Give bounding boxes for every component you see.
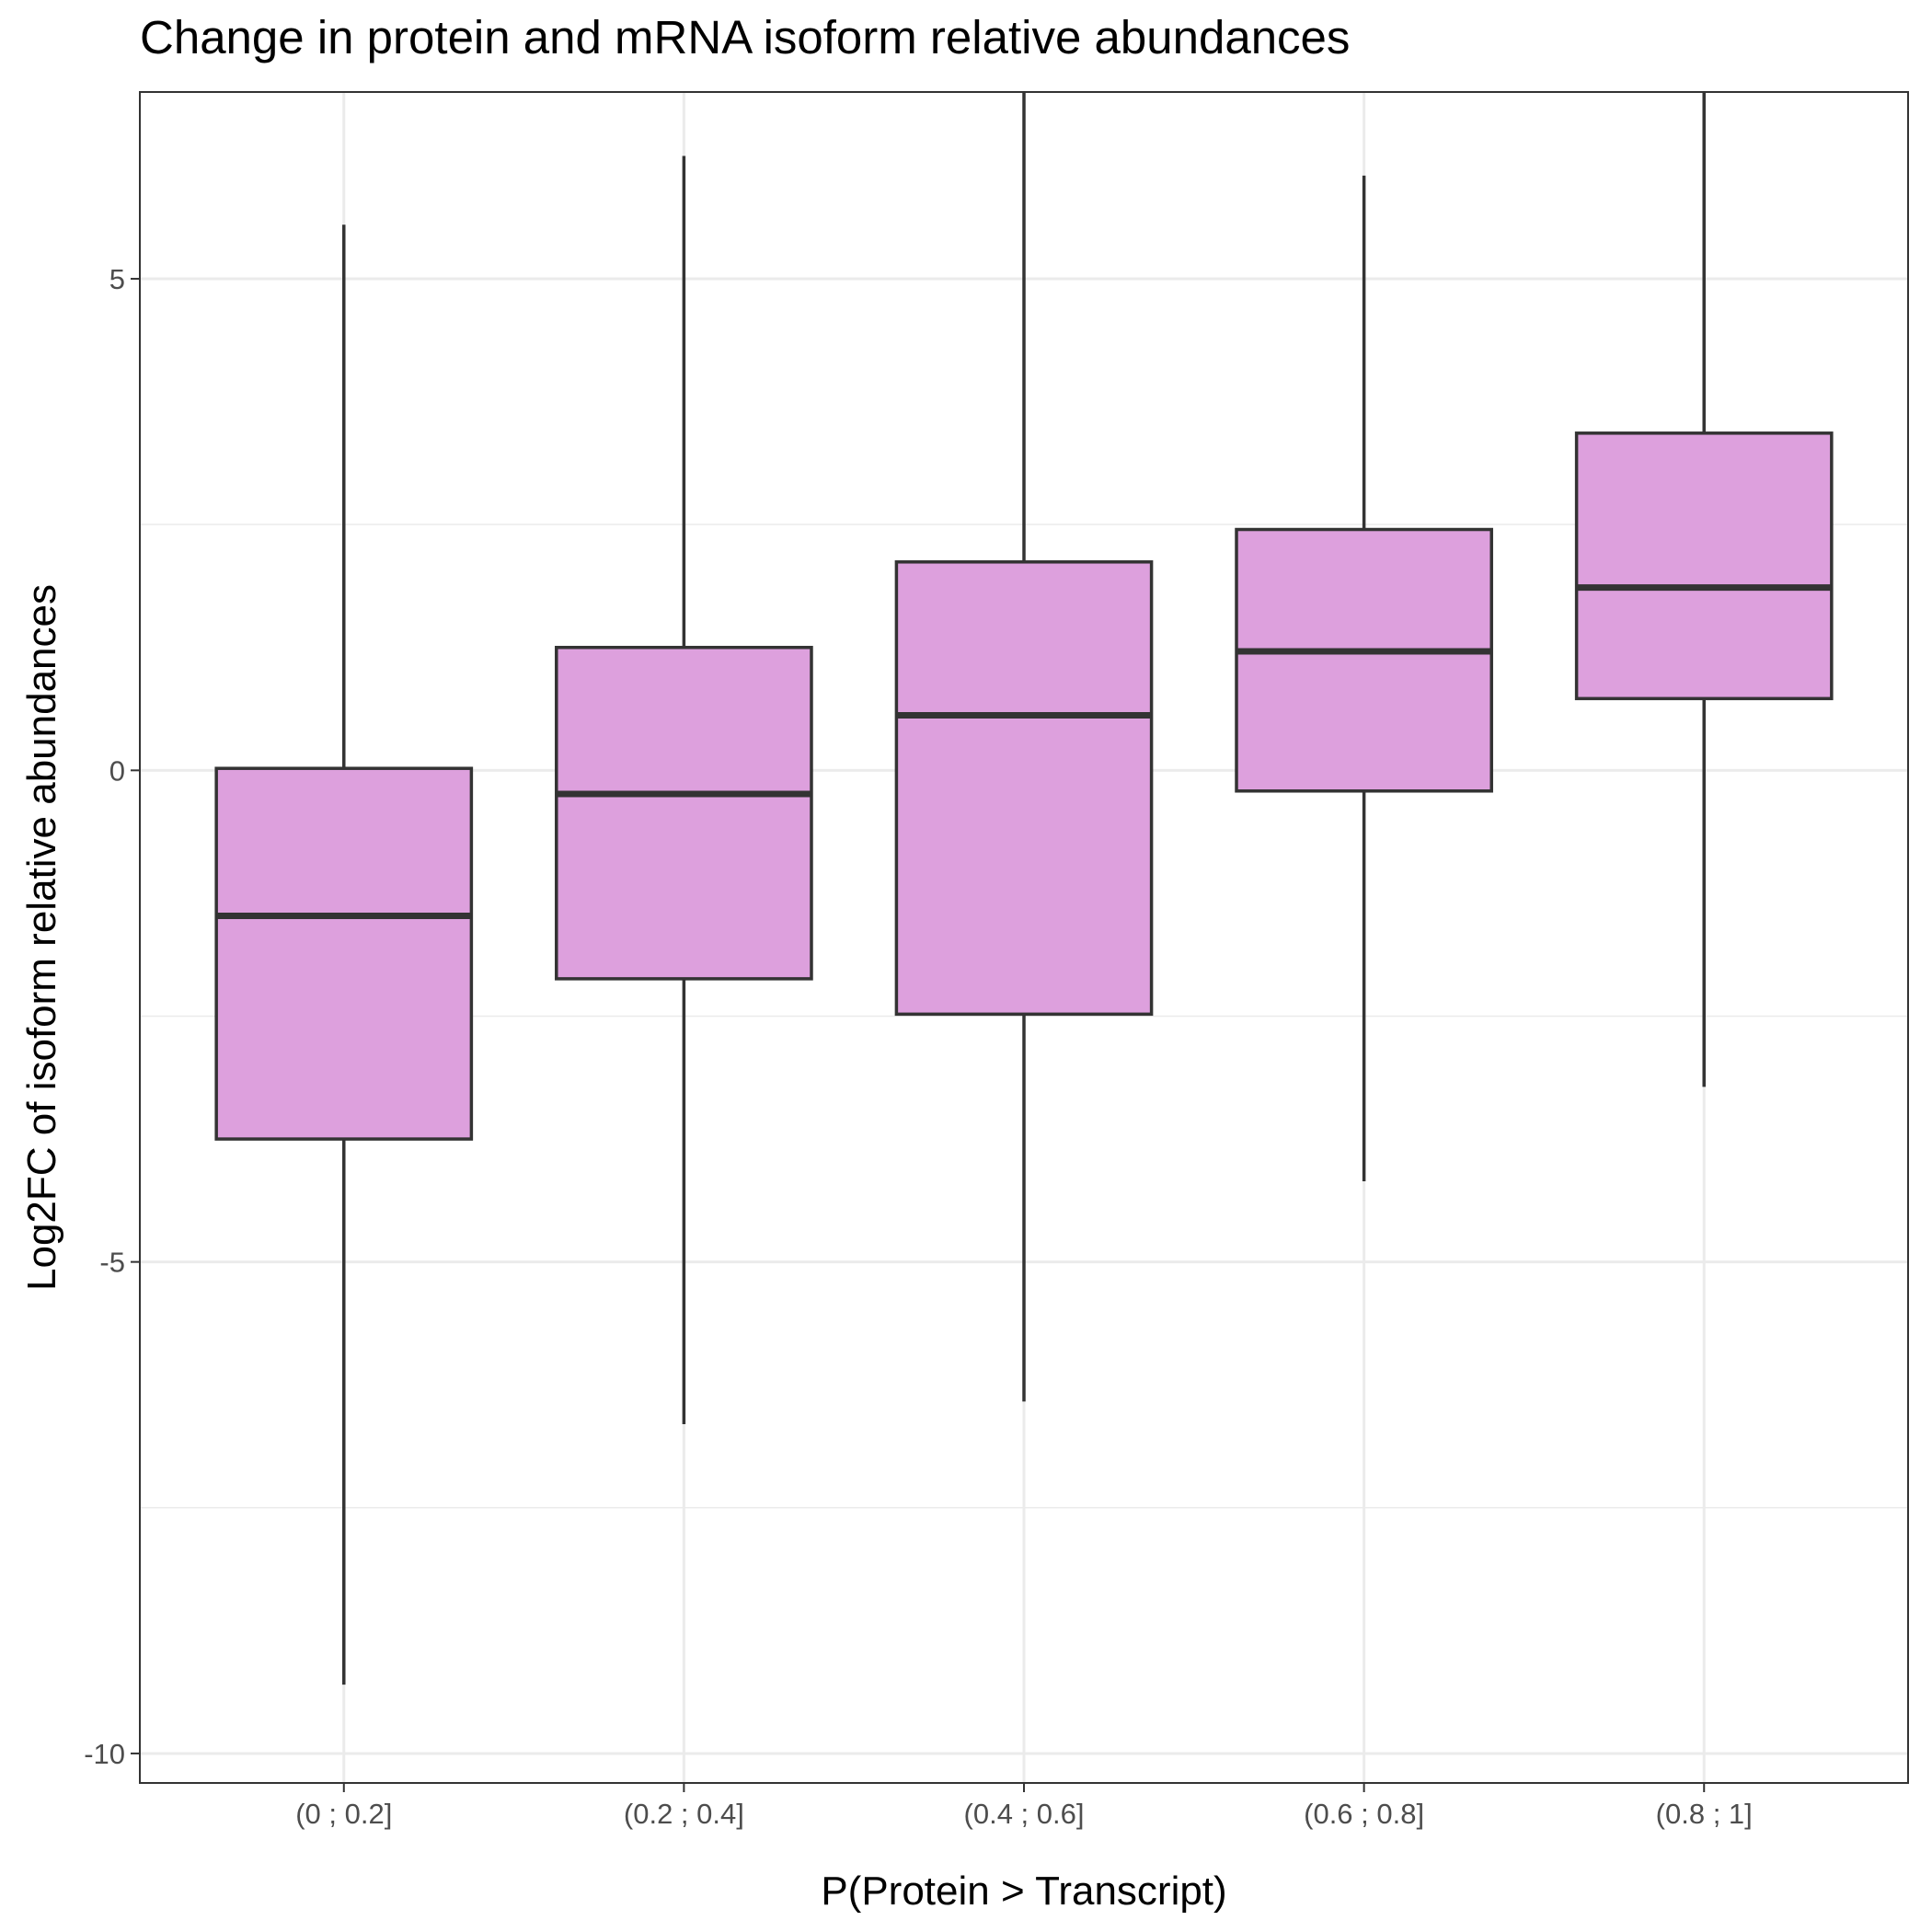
y-tick-label: 0 xyxy=(109,754,125,787)
iqr-box xyxy=(555,646,813,981)
x-tick-label: (0 ; 0.2] xyxy=(295,1798,392,1830)
box-5 xyxy=(1574,92,1834,1087)
iqr-box xyxy=(1235,527,1493,793)
chart-title: Change in protein and mRNA isoform relat… xyxy=(140,11,1350,63)
iqr-box xyxy=(894,560,1154,1017)
box-layer xyxy=(214,92,1834,1685)
iqr-box xyxy=(1574,431,1834,701)
x-axis-title: P(Protein > Transcript) xyxy=(821,1869,1226,1914)
y-axis: 5 0 -5 -10 xyxy=(84,263,140,1770)
x-axis: (0 ; 0.2] (0.2 ; 0.4] (0.4 ; 0.6] (0.6 ; 0.… xyxy=(295,1783,1753,1830)
x-tick-label: (0.4 ; 0.6] xyxy=(964,1798,1085,1830)
x-tick-label: (0.6 ; 0.8] xyxy=(1304,1798,1424,1830)
iqr-box xyxy=(214,766,474,1141)
box-2 xyxy=(555,155,813,1424)
box-3 xyxy=(894,92,1154,1402)
plot-panel xyxy=(139,91,1909,1784)
y-tick-label: -5 xyxy=(99,1247,125,1279)
y-tick-label: -10 xyxy=(84,1738,125,1770)
y-axis-title: Log2FC of isoform relative abundances xyxy=(19,584,64,1291)
x-tick-label: (0.2 ; 0.4] xyxy=(624,1798,744,1830)
y-tick-label: 5 xyxy=(109,263,125,295)
box-1 xyxy=(214,224,474,1685)
box-4 xyxy=(1235,175,1493,1182)
x-tick-label: (0.8 ; 1] xyxy=(1656,1798,1753,1830)
